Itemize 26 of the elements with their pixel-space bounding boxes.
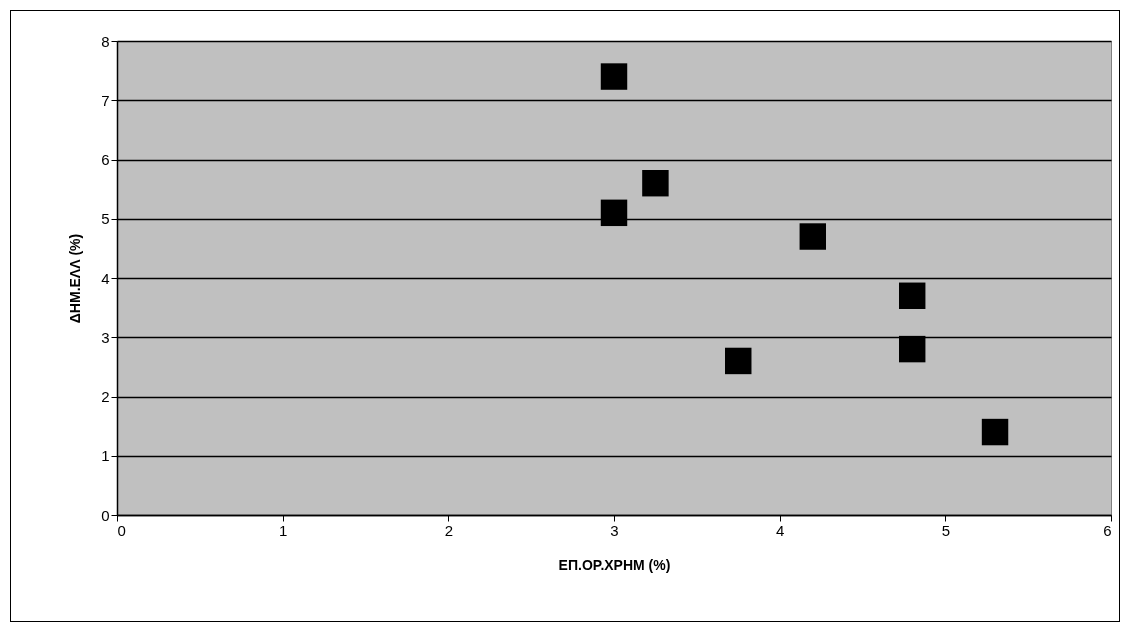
x-tick-label: 5 (941, 521, 951, 539)
y-axis-title: ΔΗΜ.ΕΛΛ (%) (67, 233, 84, 324)
y-tick-label: 4 (101, 269, 110, 287)
point (898, 335, 926, 363)
y-tick-label: 5 (101, 210, 110, 228)
x-tick-label: 0 (117, 521, 126, 539)
y-tick-label: 1 (101, 447, 110, 465)
y-tick-label: 2 (101, 388, 110, 405)
x-tick-label: 1 (278, 521, 288, 539)
x-axis-title: ΕΠ.ΟΡ.ΧΡΗΜ (%) (558, 556, 671, 573)
y-tick-label: 7 (101, 91, 110, 109)
point (600, 63, 628, 90)
y-tick-label: 8 (101, 32, 110, 50)
point (898, 282, 926, 309)
point (725, 347, 752, 375)
y-tick-label: 6 (101, 151, 110, 168)
x-tick-label: 3 (610, 521, 619, 539)
point (642, 169, 669, 197)
x-tick-label: 6 (1103, 521, 1112, 539)
x-tick-label: 4 (775, 521, 785, 539)
point (981, 418, 1009, 446)
y-tick-label: 3 (101, 328, 110, 346)
point (600, 199, 628, 227)
x-tick-label: 2 (444, 521, 454, 539)
point (799, 223, 827, 250)
y-tick-label: 0 (101, 506, 110, 524)
